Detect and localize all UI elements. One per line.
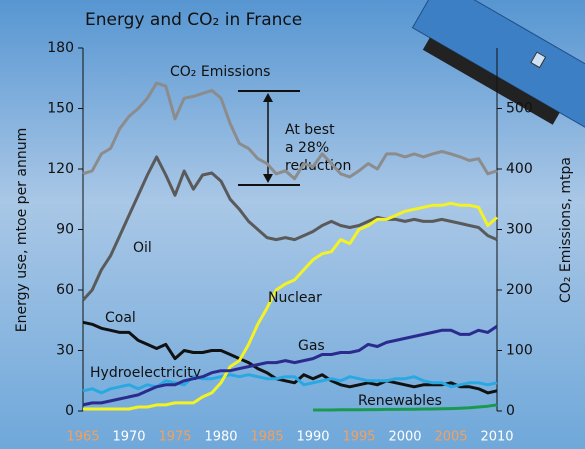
y2-tick-label: 200: [506, 282, 533, 298]
series-label: Nuclear: [268, 290, 322, 306]
y-tick-label: 0: [65, 403, 74, 419]
x-tick-label: 1990: [296, 430, 329, 445]
x-tick-label: 1965: [66, 430, 99, 445]
y2-tick-label: 100: [506, 343, 533, 359]
y-tick-label: 30: [56, 343, 74, 359]
x-tick-label: 1975: [158, 430, 191, 445]
series-label: Hydroelectricity: [90, 365, 201, 381]
y-tick-label: 60: [56, 282, 74, 298]
series-label: Coal: [105, 310, 136, 326]
y-tick-label: 150: [47, 101, 74, 117]
series-label: Gas: [298, 338, 325, 354]
x-tick-label: 1985: [250, 430, 283, 445]
annotation: At best: [285, 122, 335, 138]
x-tick-label: 2000: [388, 430, 421, 445]
y-tick-label: 90: [56, 222, 74, 238]
x-tick-label: 2005: [434, 430, 467, 445]
x-tick-label: 1980: [204, 430, 237, 445]
y-axis-label: Energy use, mtoe per annum: [14, 128, 30, 332]
x-tick-label: 1970: [112, 430, 145, 445]
chart-title: Energy and CO₂ in France: [85, 10, 302, 30]
chart: Energy and CO₂ in France Energy use, mto…: [0, 0, 585, 449]
x-tick-label: 1995: [342, 430, 375, 445]
y2-tick-label: 300: [506, 222, 533, 238]
y2-tick-label: 500: [506, 101, 533, 117]
series-label: Renewables: [358, 393, 442, 409]
series-label: Oil: [133, 240, 152, 256]
y2-tick-label: 400: [506, 161, 533, 177]
series-label: CO₂ Emissions: [170, 64, 270, 80]
y2-tick-label: 0: [506, 403, 515, 419]
y-tick-label: 120: [47, 161, 74, 177]
y-tick-label: 180: [47, 40, 74, 56]
x-tick-label: 2010: [480, 430, 513, 445]
y2-axis-label: CO₂ Emissions, mtpa: [558, 157, 574, 303]
